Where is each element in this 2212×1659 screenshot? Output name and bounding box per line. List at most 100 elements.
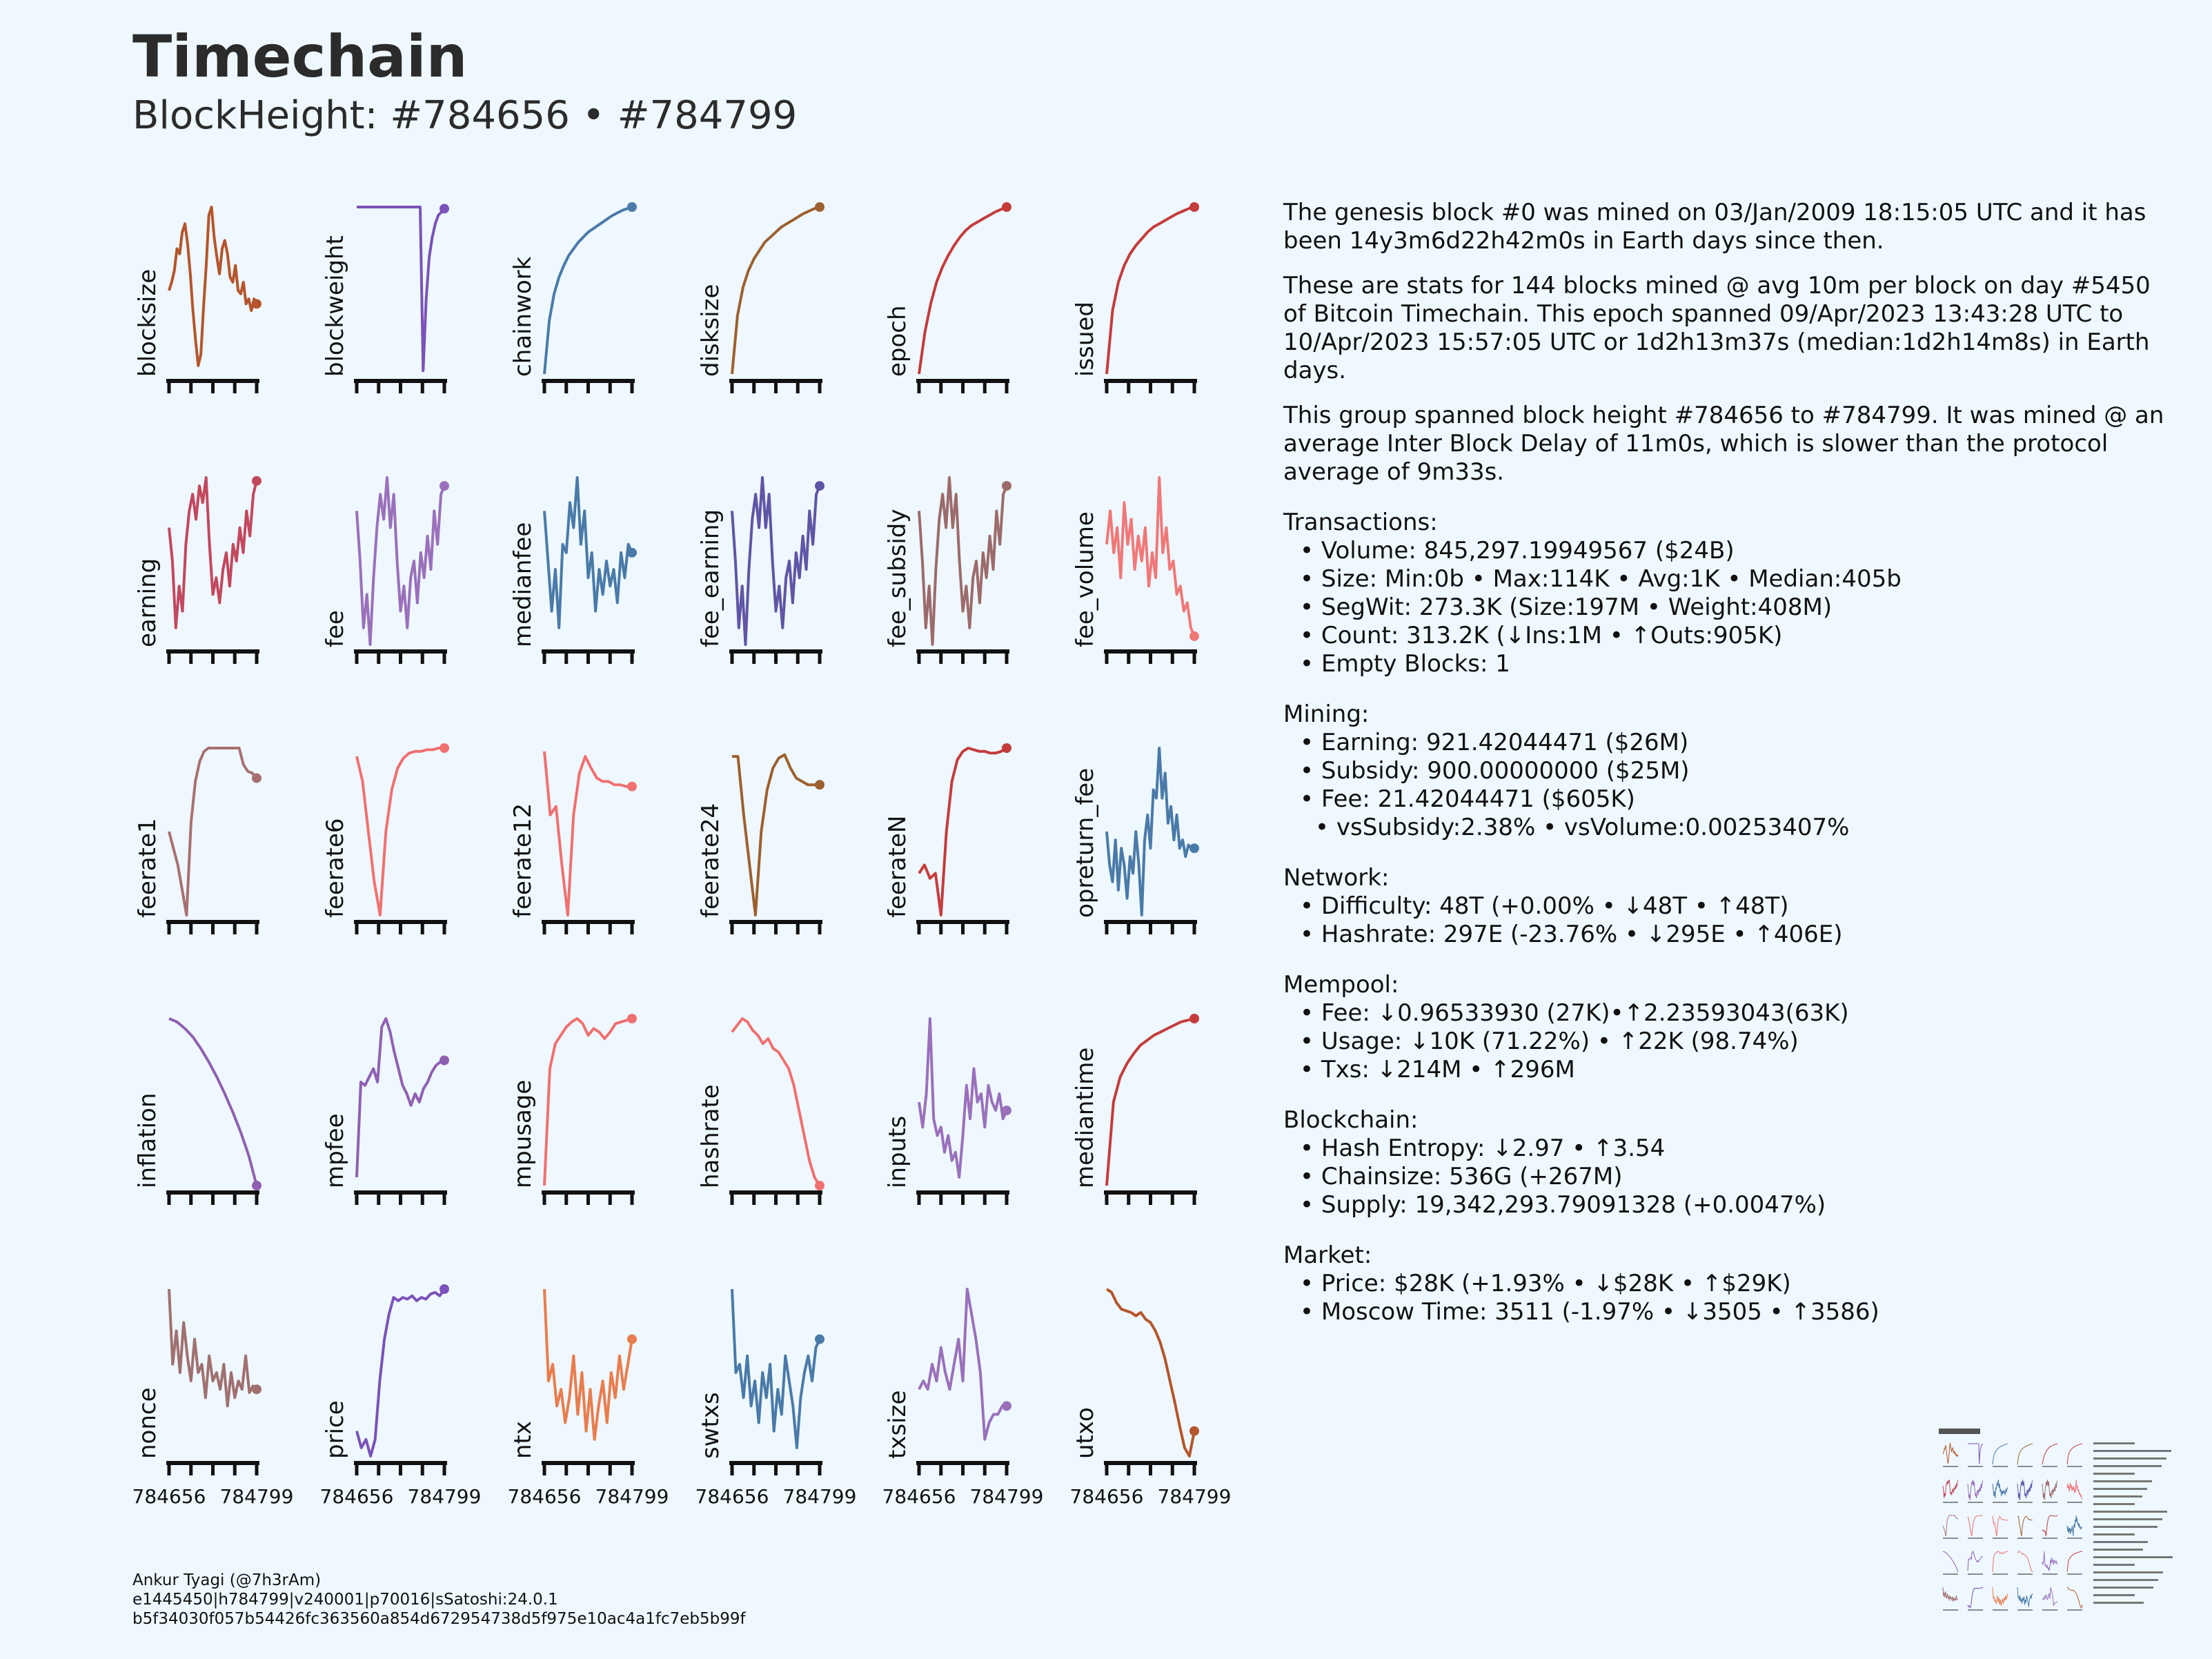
x-tick-label-first: 784656 xyxy=(320,1485,394,1508)
y-label: ntx xyxy=(509,1421,537,1459)
section-network: Network: • Difficulty: 48T (+0.00% • ↓48T… xyxy=(1283,864,2180,949)
thumbnail-svg xyxy=(1936,1426,2198,1626)
thumbnail-series xyxy=(1942,1515,1959,1537)
thumbnail-series xyxy=(2017,1479,2033,1501)
footer-meta: e1445450|h784799|v240001|p70016|sSatoshi… xyxy=(132,1591,558,1609)
section-blockchain: Blockchain: • Hash Entropy: ↓2.97 • ↑3.54… xyxy=(1283,1106,2180,1219)
chart-medianfee: medianfee xyxy=(509,476,637,664)
thumbnail-series xyxy=(1992,1479,2008,1499)
thumbnail-series xyxy=(1942,1442,1959,1464)
chart-mpfee: mpfee xyxy=(322,1017,449,1205)
y-label: fee xyxy=(322,610,349,647)
last-point xyxy=(1002,481,1011,491)
y-label: swtxs xyxy=(697,1392,724,1459)
last-point xyxy=(1189,1426,1199,1436)
thumbnail-text-line xyxy=(2093,1495,2142,1498)
thumbnail-title-bar xyxy=(1939,1429,1980,1434)
section-subitem: • vsSubsidy:2.38% • vsVolume:0.00253407% xyxy=(1315,814,1850,841)
last-point xyxy=(815,481,824,491)
thumbnail-series xyxy=(1967,1515,1983,1537)
thumbnail-series xyxy=(1967,1550,1984,1571)
chart-chainwork: chainwork xyxy=(509,202,637,393)
x-tick-label-first: 784656 xyxy=(132,1485,206,1508)
thumbnail-text-line xyxy=(2093,1450,2171,1452)
thumbnail-series xyxy=(2017,1443,2033,1465)
series-line xyxy=(918,1288,1007,1441)
y-label: utxo xyxy=(1072,1407,1099,1459)
section-item: • Txs: ↓214M • ↑296M xyxy=(1300,1056,1575,1083)
thumbnail-text-line xyxy=(2093,1587,2153,1589)
chart-inputs: inputs xyxy=(884,1017,1011,1205)
series-line xyxy=(543,476,633,629)
series-line xyxy=(355,747,444,916)
section-item: • Earning: 921.42044471 ($26M) xyxy=(1300,729,1689,756)
chart-hashrate: hashrate xyxy=(697,1017,824,1205)
x-tick-label-last: 784799 xyxy=(595,1485,669,1508)
series-line xyxy=(918,206,1007,375)
y-label: inputs xyxy=(884,1116,911,1188)
stats-sections: Transactions: • Volume: 845,297.19949567 … xyxy=(1283,509,2180,1326)
y-label: mpusage xyxy=(509,1080,537,1188)
section-item: • Subsidy: 900.00000000 ($25M) xyxy=(1300,757,1690,785)
section-item: • Supply: 19,342,293.79091328 (+0.0047%) xyxy=(1300,1191,1826,1219)
chart-inflation: inflation xyxy=(134,1017,261,1205)
sparkline-grid: blocksize blockweight chainwork disksize epo… xyxy=(132,202,1232,1508)
section-item: • Difficulty: 48T (+0.00% • ↓48T • ↑48T) xyxy=(1300,892,1789,920)
section-item: • Hash Entropy: ↓2.97 • ↑3.54 xyxy=(1300,1135,1666,1162)
y-label: blockweight xyxy=(322,235,349,377)
y-label: feerate24 xyxy=(697,803,724,918)
chart-feerate12: feerate12 xyxy=(509,751,637,934)
series-line xyxy=(168,747,258,916)
y-label: blocksize xyxy=(134,269,161,377)
series-line xyxy=(732,753,820,916)
section-mempool: Mempool: • Fee: ↓0.96533930 (27K)•↑2.2359… xyxy=(1283,971,2180,1084)
thumbnail-text-line xyxy=(2093,1541,2148,1543)
last-point xyxy=(627,547,637,558)
chart-mediantime: mediantime xyxy=(1072,1014,1199,1205)
thumbnail-text-line xyxy=(2093,1480,2152,1482)
series-line xyxy=(168,1288,258,1408)
y-label: price xyxy=(322,1400,349,1459)
thumbnail-series xyxy=(1968,1443,1984,1464)
y-label: feerate1 xyxy=(134,818,161,919)
thumbnail-series xyxy=(1942,1587,1959,1602)
series-line xyxy=(1105,206,1195,375)
series-line xyxy=(731,476,821,646)
last-point xyxy=(1002,1106,1011,1116)
last-point xyxy=(1189,202,1199,212)
page-title: Timechain xyxy=(132,23,468,90)
series-line xyxy=(731,206,820,375)
thumbnail-preview xyxy=(1936,1426,2198,1626)
thumbnail-text-line xyxy=(2093,1442,2135,1444)
thumbnail-text-line xyxy=(2093,1571,2163,1573)
footer: Ankur Tyagi (@7h3rAm) e1445450|h784799|v… xyxy=(132,1571,746,1629)
x-tick-label-last: 784799 xyxy=(220,1485,294,1508)
page-subtitle: BlockHeight: #784656 • #784799 xyxy=(132,93,798,138)
y-label: opreturn_fee xyxy=(1072,768,1099,918)
chart-fee: fee xyxy=(322,476,449,664)
series-line xyxy=(918,476,1008,646)
intro-genesis: The genesis block #0 was mined on 03/Jan… xyxy=(1283,199,2146,255)
section-item: • Count: 313.2K (↓Ins:1M • ↑Outs:905K) xyxy=(1300,622,1783,649)
thumbnail-series xyxy=(1992,1443,2008,1465)
last-point xyxy=(440,743,449,753)
thumbnail-series xyxy=(2066,1515,2082,1537)
chart-fee_volume: fee_volume xyxy=(1072,476,1199,664)
thumbnail-series xyxy=(1942,1551,1959,1573)
chart-feerate24: feerate24 xyxy=(697,753,824,934)
last-point xyxy=(252,475,261,486)
series-line xyxy=(1105,1017,1195,1186)
thumbnail-series xyxy=(1967,1479,1984,1501)
x-tick-label-last: 784799 xyxy=(1158,1485,1232,1508)
section-heading: Mining: xyxy=(1283,700,1370,728)
last-point xyxy=(1189,631,1199,641)
thumbnail-series xyxy=(2042,1515,2058,1537)
last-point xyxy=(815,1181,824,1190)
thumbnail-series xyxy=(1942,1479,1959,1499)
y-label: earning xyxy=(134,558,161,647)
y-label: feerateN xyxy=(884,816,911,918)
section-item: • SegWit: 273.3K (Size:197M • Weight:408… xyxy=(1300,593,1833,621)
thumbnail-text-line xyxy=(2093,1564,2135,1566)
series-line xyxy=(543,751,632,916)
thumbnail-series xyxy=(1992,1515,2008,1537)
